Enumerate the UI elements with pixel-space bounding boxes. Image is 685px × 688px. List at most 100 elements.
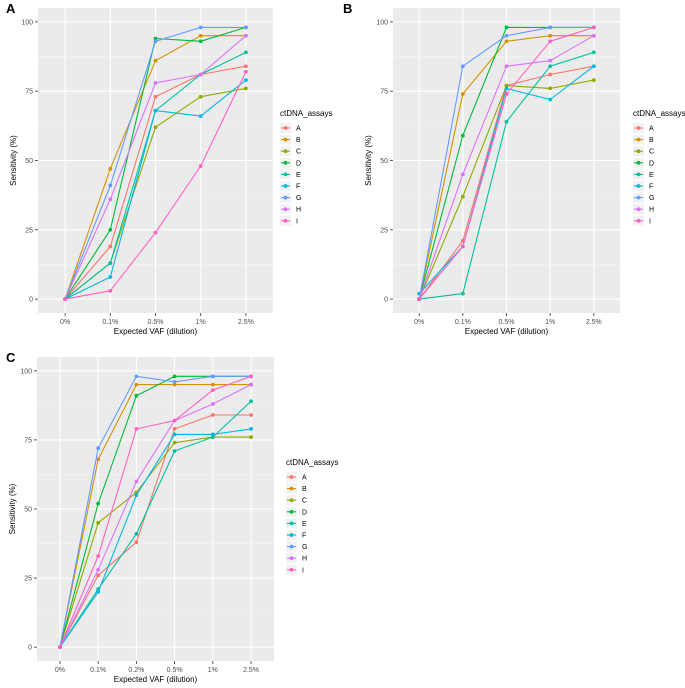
- data-point: [548, 64, 553, 69]
- data-point: [172, 426, 177, 431]
- legend-label: F: [302, 533, 306, 540]
- data-point: [134, 393, 139, 398]
- x-tick-label: 0.2%: [128, 667, 144, 674]
- legend-key-point: [636, 137, 641, 142]
- x-axis-title: Expected VAF (dilution): [465, 327, 549, 336]
- legend-key-point: [636, 172, 641, 177]
- x-axis-title: Expected VAF (dilution): [114, 675, 198, 684]
- legend-item: A: [280, 123, 301, 133]
- legend-label: G: [302, 544, 307, 551]
- data-point: [198, 94, 203, 99]
- legend-key-point: [289, 567, 294, 572]
- legend-item: I: [280, 215, 298, 226]
- x-tick-label: 0%: [55, 667, 65, 674]
- data-point: [172, 449, 177, 453]
- data-point: [249, 413, 253, 417]
- legend-label: H: [649, 207, 654, 214]
- series-line: [59, 436, 252, 648]
- chart-panel-c: C 0 25 50 75 100 0% 0.1% 0.2% 0.5% 1% 2.5% Expected …: [6, 350, 338, 684]
- data-point: [460, 92, 465, 96]
- data-point: [153, 125, 158, 130]
- data-point: [460, 244, 465, 249]
- legend-key-point: [289, 533, 294, 537]
- legend-label: E: [649, 172, 654, 179]
- y-tick-label: 0: [28, 645, 32, 652]
- legend-label: G: [649, 195, 654, 202]
- data-point: [210, 374, 215, 379]
- data-point: [172, 432, 177, 437]
- legend-key-point: [636, 126, 641, 130]
- y-tick-label: 0: [384, 297, 388, 304]
- legend-label: I: [296, 218, 298, 225]
- series-line: [59, 384, 252, 648]
- data-point: [108, 227, 113, 232]
- chart-panel-a: A 0 25 50 75 100 0% 0.1% 0.5% 1% 2.5% Expected VAF …: [6, 1, 332, 336]
- data-point: [108, 166, 113, 171]
- legend-item: E: [280, 169, 301, 180]
- legend-item: C: [286, 495, 307, 506]
- data-point: [548, 33, 553, 38]
- series-i: [63, 69, 248, 302]
- legend-key-point: [289, 509, 294, 514]
- data-point: [172, 418, 177, 423]
- legend-label: A: [296, 126, 301, 133]
- series-line: [59, 375, 252, 648]
- legend-key-point: [283, 184, 288, 188]
- legend-key-point: [283, 218, 288, 223]
- legend-label: A: [649, 126, 654, 133]
- legend-label: F: [649, 184, 653, 191]
- legend-label: I: [649, 218, 651, 225]
- data-point: [210, 435, 215, 440]
- data-point: [108, 244, 113, 249]
- y-tick-label: 75: [25, 89, 33, 96]
- x-tick-label: 1%: [545, 319, 555, 326]
- data-point: [134, 540, 139, 545]
- series-line: [59, 428, 252, 648]
- legend-key-point: [636, 218, 641, 223]
- x-tick-label: 1%: [196, 319, 206, 326]
- data-point: [58, 645, 62, 650]
- data-point: [63, 297, 68, 302]
- x-tick-label: 2.5%: [243, 667, 259, 674]
- x-tick-label: 0.1%: [90, 667, 106, 674]
- x-tick-label: 0%: [60, 319, 70, 326]
- legend-item: D: [633, 157, 654, 168]
- legend-label: D: [296, 160, 301, 167]
- legend-key-point: [289, 556, 294, 561]
- legend-item: B: [286, 483, 307, 494]
- data-point: [198, 164, 203, 168]
- data-point: [210, 382, 215, 387]
- data-point: [172, 379, 177, 384]
- series-i: [58, 374, 253, 650]
- x-tick-label: 2.5%: [238, 319, 254, 326]
- x-tick-label: 0.5%: [148, 319, 164, 326]
- data-point: [198, 39, 203, 44]
- legend-label: C: [302, 498, 307, 505]
- legend-item: G: [633, 192, 654, 203]
- series-line: [59, 400, 252, 648]
- panel-label: C: [6, 350, 16, 365]
- legend-key-point: [283, 126, 288, 130]
- data-point: [591, 25, 596, 30]
- panel-label: A: [6, 1, 16, 16]
- legend-key-point: [289, 544, 294, 549]
- legend-item: F: [286, 530, 306, 540]
- legend-label: H: [302, 556, 307, 563]
- data-point: [153, 58, 158, 63]
- y-axis-title: Sensitivity (%): [364, 135, 373, 186]
- legend-item: E: [633, 169, 654, 180]
- y-tick-label: 100: [21, 19, 33, 26]
- series-line: [59, 414, 252, 648]
- legend-key-point: [283, 195, 288, 200]
- legend-item: B: [633, 134, 654, 145]
- data-point: [460, 64, 465, 69]
- legend-item: A: [286, 472, 307, 482]
- data-point: [153, 108, 158, 113]
- y-tick-label: 25: [25, 227, 33, 234]
- legend-item: G: [280, 192, 301, 203]
- data-point: [548, 58, 553, 63]
- data-point: [243, 69, 248, 74]
